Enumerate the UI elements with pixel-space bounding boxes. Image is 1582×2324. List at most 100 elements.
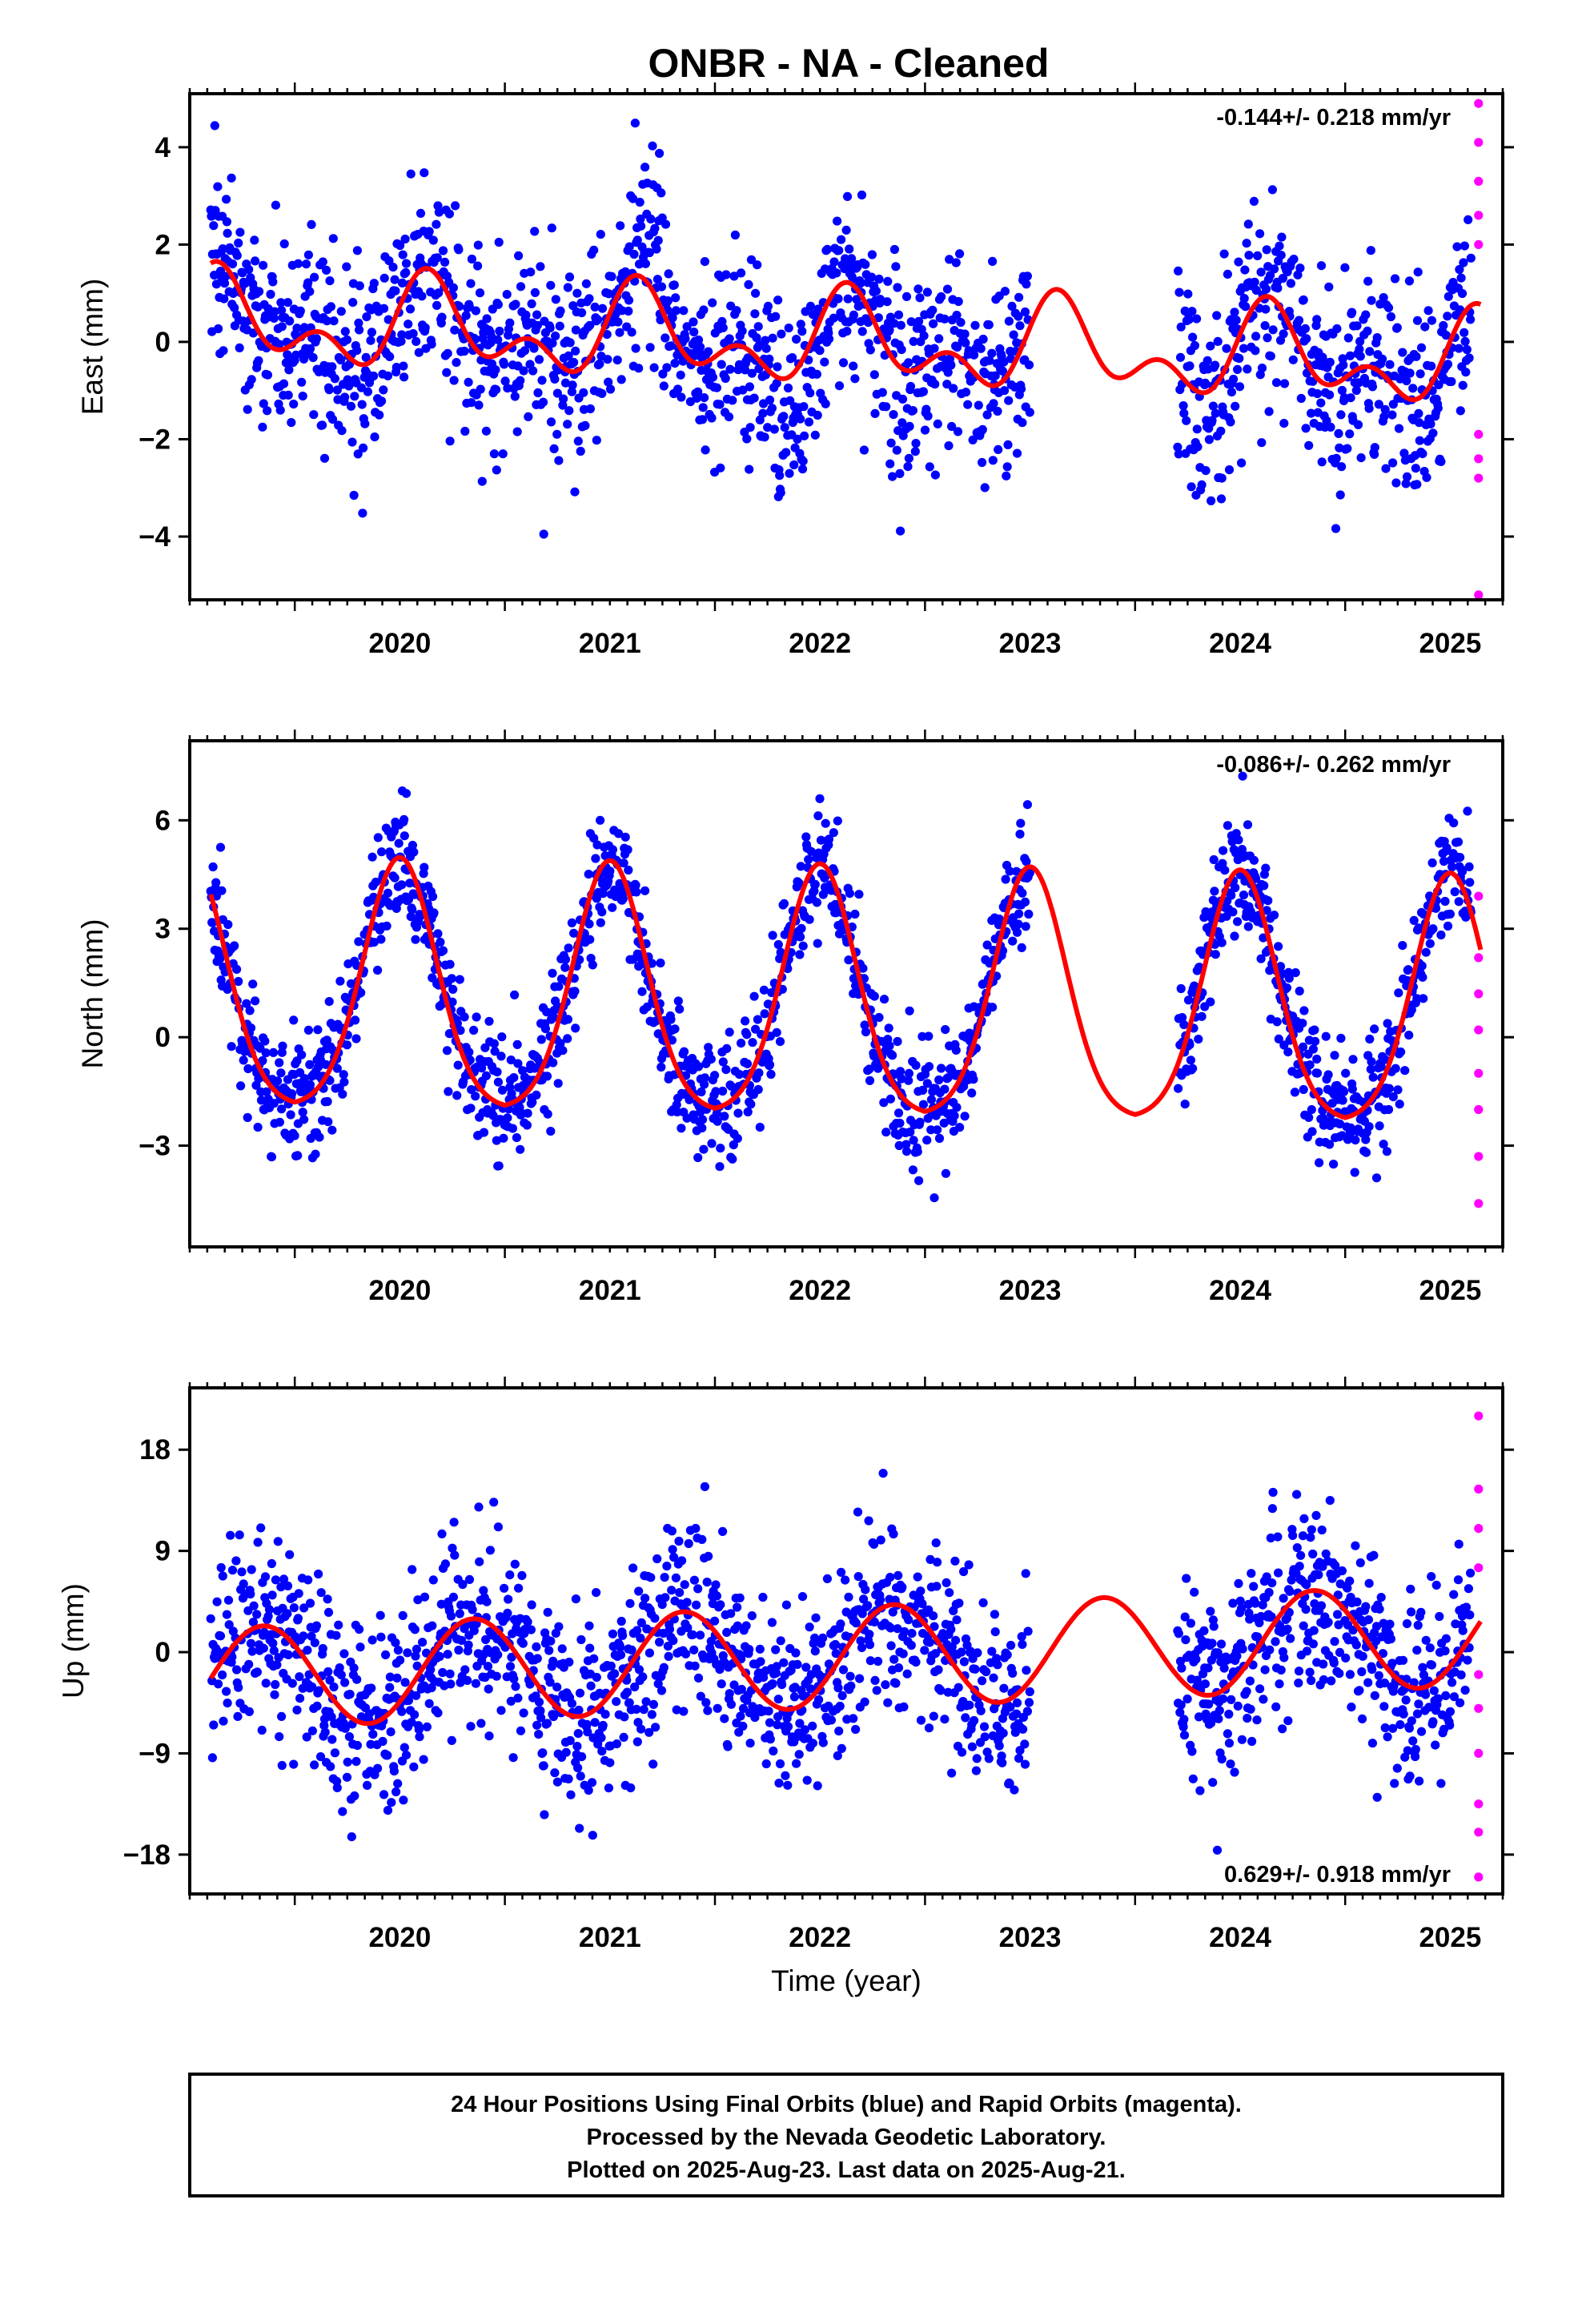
final-orbit-point [1307,1127,1317,1136]
final-orbit-point [967,1088,977,1098]
final-orbit-point [633,1718,643,1727]
final-orbit-point [1217,938,1227,947]
final-orbit-point [298,392,307,401]
final-orbit-point [406,169,416,179]
final-orbit-point [697,415,708,424]
final-orbit-point [570,487,580,497]
final-orbit-point [560,955,571,964]
final-orbit-point [1193,442,1203,452]
final-orbit-point [605,384,616,394]
final-orbit-point [206,1614,215,1623]
final-orbit-point [930,1193,939,1203]
final-orbit-point [243,1063,253,1074]
final-orbit-point [385,352,395,361]
final-orbit-point [546,1636,556,1646]
final-orbit-point [1002,1650,1012,1659]
final-orbit-point [303,1575,313,1585]
final-orbit-point [856,1636,865,1646]
final-orbit-point [362,312,371,322]
final-orbit-point [1385,360,1395,369]
final-orbit-point [833,294,843,304]
final-orbit-point [652,244,661,254]
final-orbit-point [663,296,673,306]
final-orbit-point [662,363,672,372]
final-orbit-point [934,1075,944,1085]
final-orbit-point [696,1630,705,1640]
final-orbit-point [988,256,998,266]
final-orbit-point [279,239,289,249]
final-orbit-point [534,355,544,364]
final-orbit-point [298,1108,307,1117]
final-orbit-point [567,918,577,927]
final-orbit-point [319,1714,330,1724]
final-orbit-point [928,305,938,315]
final-orbit-point [284,365,294,375]
final-orbit-point [942,1578,951,1587]
final-orbit-point [473,261,483,271]
final-orbit-point [250,235,259,245]
final-orbit-point [903,462,913,472]
rapid-orbit-point [1474,429,1484,440]
final-orbit-point [519,366,528,376]
final-orbit-point [925,462,934,472]
final-orbit-point [918,1085,928,1095]
final-orbit-point [1384,1084,1394,1093]
final-orbit-point [849,310,858,320]
final-orbit-point [275,1117,284,1127]
final-orbit-point [976,1706,986,1715]
final-orbit-point [614,829,624,838]
final-orbit-point [532,310,542,320]
final-orbit-point [893,1108,904,1118]
final-orbit-point [756,1657,765,1667]
final-orbit-point [564,406,574,416]
final-orbit-point [475,288,485,298]
final-orbit-point [863,318,873,328]
final-orbit-point [726,1699,737,1709]
final-orbit-point [1194,1035,1203,1044]
final-orbit-point [885,325,894,335]
final-orbit-point [496,1051,506,1061]
final-orbit-point [352,1740,362,1751]
final-orbit-point [815,346,825,356]
final-orbit-point [391,1787,401,1797]
final-orbit-point [693,1152,703,1163]
final-orbit-point [315,1752,326,1762]
final-orbit-point [211,878,221,887]
final-orbit-point [530,287,540,297]
final-orbit-point [796,414,805,424]
final-orbit-point [753,1015,763,1024]
final-orbit-point [710,1071,720,1080]
final-orbit-point [498,449,508,459]
final-orbit-point [774,1779,784,1788]
final-orbit-point [590,1718,600,1727]
final-orbit-point [1174,1629,1183,1638]
final-orbit-point [1004,316,1014,326]
final-orbit-point [760,1009,769,1019]
final-orbit-point [1213,336,1223,346]
final-orbit-point [500,376,510,386]
final-orbit-point [810,879,820,889]
final-orbit-point [776,1636,785,1646]
final-orbit-point [1018,418,1027,428]
final-orbit-point [448,1543,457,1553]
final-orbit-point [942,284,953,294]
final-orbit-point [1447,376,1456,387]
up-plot-area [206,1411,1484,1882]
final-orbit-point [984,1754,994,1763]
final-orbit-point [1398,348,1407,357]
final-orbit-point [260,1572,271,1582]
final-orbit-point [796,862,805,871]
final-orbit-point [760,432,769,442]
final-orbit-point [859,1594,869,1604]
final-orbit-point [860,1697,869,1707]
final-orbit-point [1436,456,1446,467]
final-orbit-point [759,1673,769,1683]
final-orbit-point [420,1592,430,1602]
x-tick-label: 2025 [1419,628,1481,659]
final-orbit-point [970,320,980,330]
final-orbit-point [896,526,905,536]
final-orbit-point [1439,320,1448,331]
final-orbit-point [1016,818,1026,828]
rapid-orbit-point [1474,1068,1484,1078]
final-orbit-point [388,263,398,272]
